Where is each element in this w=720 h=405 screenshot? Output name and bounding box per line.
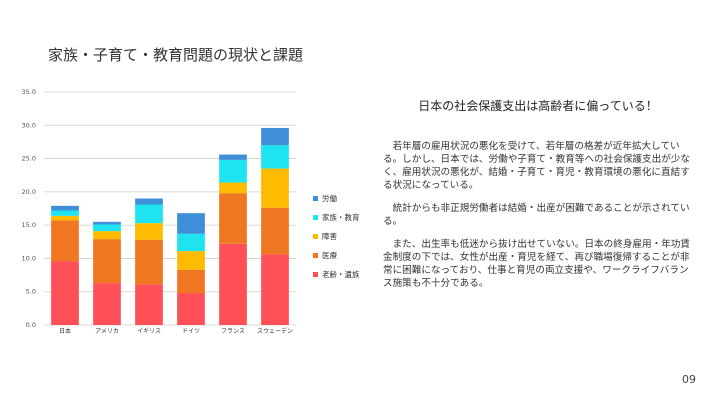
- page-number: 09: [682, 373, 696, 386]
- bar-segment: [219, 193, 247, 244]
- bar-segment: [135, 204, 163, 224]
- bar-segment: [93, 224, 121, 232]
- bar-segment: [93, 283, 121, 325]
- slide-title: 家族・子育て・教育問題の現状と課題: [48, 46, 304, 64]
- x-tick-label: フランス: [221, 328, 245, 335]
- bar-segment: [177, 293, 205, 325]
- bar-segment: [135, 223, 163, 240]
- bar-segment: [93, 221, 121, 225]
- bar-segment: [51, 215, 79, 221]
- bar-segment: [177, 251, 205, 270]
- y-tick-label: 15.0: [22, 221, 36, 229]
- bar-segment: [51, 205, 79, 211]
- y-tick-label: 30.0: [22, 121, 36, 129]
- bar-segment: [219, 243, 247, 325]
- bar-segment: [51, 210, 79, 216]
- legend-label: 老齢・遺族: [322, 269, 360, 279]
- bar-segment: [93, 231, 121, 240]
- bar-segment: [177, 233, 205, 252]
- paragraph-2: 統計からも非正規労働者は結婚・出産が困難であることが示されている。: [383, 203, 690, 227]
- bar-segment: [219, 182, 247, 194]
- y-tick-label: 35.0: [22, 88, 36, 96]
- x-tick-label: アメリカ: [95, 328, 119, 335]
- bar-segment: [135, 284, 163, 325]
- bar-segment: [135, 198, 163, 205]
- legend-swatch: [313, 272, 318, 277]
- x-tick-label: イギリス: [137, 328, 161, 335]
- bar-segment: [93, 239, 121, 284]
- legend-label: 家族・教育: [322, 212, 360, 222]
- bar-segment: [219, 159, 247, 183]
- x-tick-label: 日本: [59, 327, 71, 335]
- bar-segment: [177, 213, 205, 234]
- bar-segment: [261, 254, 289, 325]
- legend-label: 労働: [322, 193, 337, 203]
- y-tick-label: 0.0: [26, 321, 36, 329]
- bar-segment: [51, 220, 79, 262]
- legend-swatch: [313, 196, 318, 201]
- legend-swatch: [313, 253, 318, 258]
- headline: 日本の社会保護支出は高齢者に偏っている！: [418, 99, 658, 113]
- y-tick-label: 10.0: [22, 254, 36, 262]
- paragraph-1: 若年層の雇用状況の悪化を受けて、若年層の格差が近年拡大している。しかし、日本では…: [383, 141, 690, 191]
- paragraph-3: また、出生率も低迷から抜け出せていない。日本の終身雇用・年功賃金制度の下では、女…: [383, 239, 690, 289]
- stacked-bar-chart: 0.0 5.0 10.0 15.0 20.0 25.0 30.0 35.0 日本 アメリカ イギリス…: [22, 88, 360, 335]
- bar-segment: [51, 261, 79, 325]
- y-tick-label: 25.0: [22, 155, 36, 163]
- legend-label: 障害: [322, 231, 337, 241]
- x-tick-label: ドイツ: [182, 328, 200, 335]
- bar-segment: [261, 145, 289, 169]
- x-tick-label: スウェーデン: [257, 327, 293, 335]
- bar-segment: [135, 239, 163, 285]
- bar-segment: [261, 168, 289, 208]
- legend-swatch: [313, 215, 318, 220]
- bar-segment: [261, 207, 289, 255]
- y-tick-label: 5.0: [26, 288, 36, 296]
- legend-label: 医療: [322, 250, 337, 260]
- bar-segment: [261, 127, 289, 146]
- y-tick-label: 20.0: [22, 188, 36, 196]
- legend-swatch: [313, 234, 318, 239]
- bar-segment: [219, 154, 247, 160]
- body-text: 若年層の雇用状況の悪化を受けて、若年層の格差が近年拡大している。しかし、日本では…: [383, 140, 693, 300]
- bar-segment: [177, 269, 205, 294]
